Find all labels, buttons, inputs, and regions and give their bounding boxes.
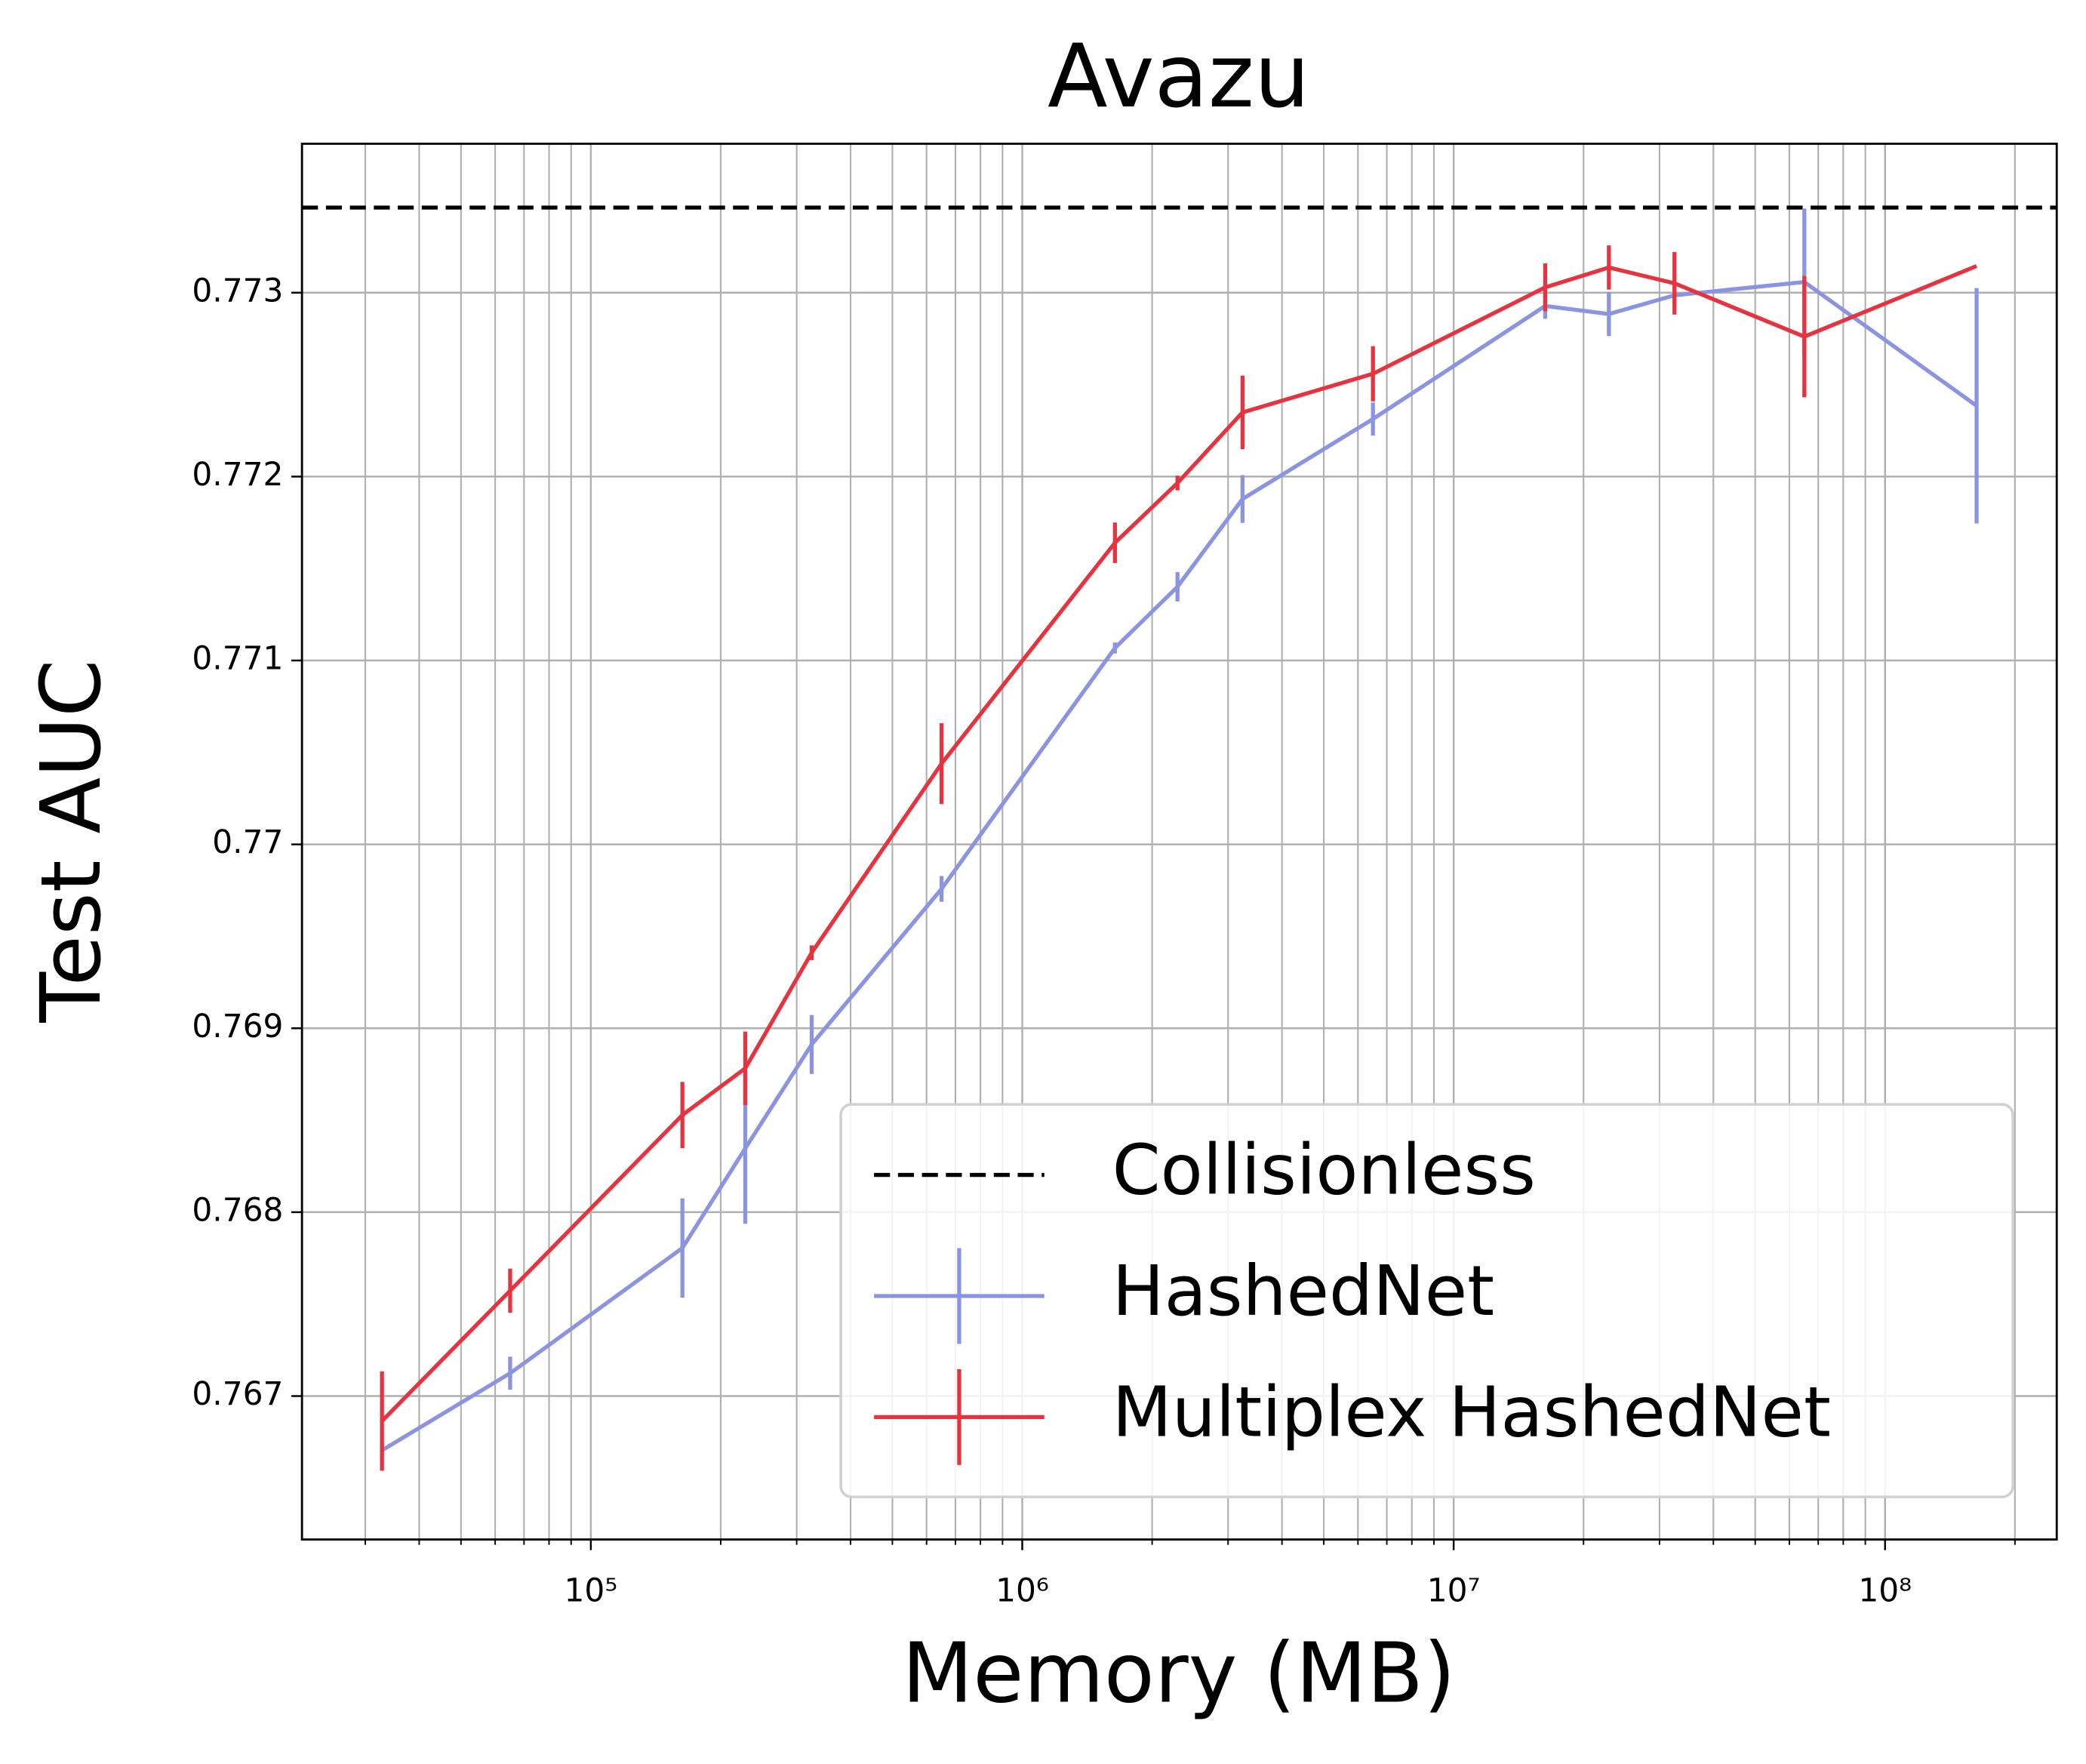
x-axis-label: Memory (MB) xyxy=(902,1625,1456,1721)
chart-title: Avazu xyxy=(1048,26,1310,128)
y-tick-label: 0.768 xyxy=(192,1191,283,1228)
x-tick-label: 10⁵ xyxy=(565,1572,618,1609)
x-tick-label: 10⁶ xyxy=(995,1572,1049,1609)
legend-label: Collisionless xyxy=(1112,1129,1536,1210)
y-tick-label: 0.771 xyxy=(192,640,283,677)
y-tick-label: 0.77 xyxy=(212,824,283,860)
legend-box xyxy=(839,1103,2014,1498)
axes-frame xyxy=(300,143,2058,1541)
y-tick-label: 0.772 xyxy=(192,456,283,493)
legend-label: Multiplex HashedNet xyxy=(1112,1371,1831,1452)
x-tick-label: 10⁷ xyxy=(1427,1572,1481,1609)
legend: Collisionless HashedNet Multiplex HashedNe… xyxy=(839,1103,2014,1498)
y-axis-label: Test AUC xyxy=(23,660,119,1024)
plot-area xyxy=(302,205,2057,1471)
legend-label: HashedNet xyxy=(1112,1251,1494,1331)
x-tick-label: 10⁸ xyxy=(1858,1572,1912,1609)
y-tick-label: 0.767 xyxy=(192,1375,283,1412)
y-tick-label: 0.769 xyxy=(192,1008,283,1045)
y-tick-label: 0.773 xyxy=(192,272,283,309)
